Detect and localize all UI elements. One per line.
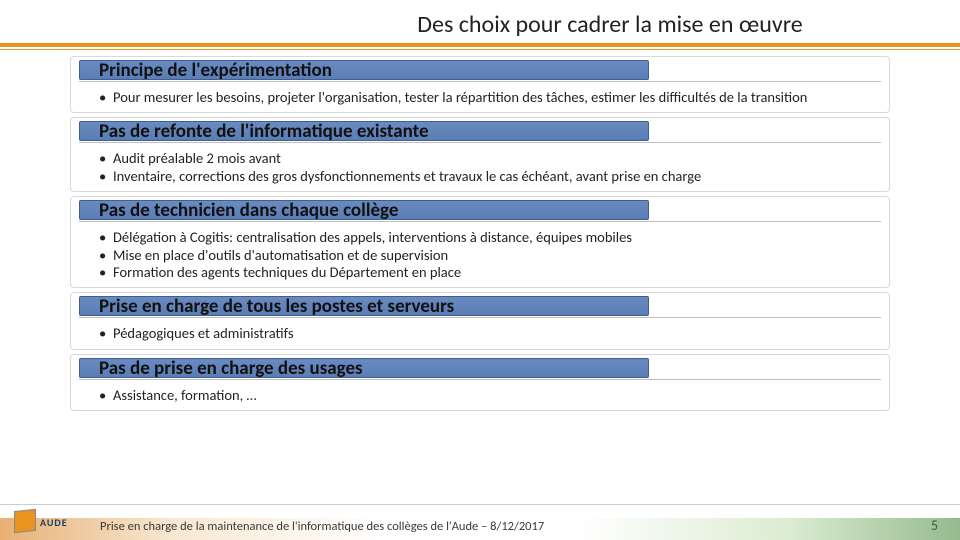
bullet-text: Pédagogiques et administratifs: [113, 325, 875, 342]
bullet-dot: •: [99, 89, 113, 106]
section-title: Principe de l'expérimentation: [99, 60, 332, 81]
footer: AUDE Prise en charge de la maintenance d…: [0, 504, 960, 540]
section-title: Pas de prise en charge des usages: [99, 358, 363, 379]
bullet-dot: •: [99, 387, 113, 404]
bullet-item: •Audit préalable 2 mois avant: [99, 150, 875, 167]
footer-rule: [0, 504, 960, 505]
title-rule-thick: [0, 43, 960, 47]
title-bar: Des choix pour cadrer la mise en œuvre: [0, 10, 960, 50]
section-header: Principe de l'expérimentation: [71, 57, 889, 85]
page-number: 5: [931, 517, 938, 534]
bullet-list: •Assistance, formation, …: [71, 383, 889, 410]
section-title: Prise en charge de tous les postes et se…: [99, 296, 454, 317]
slide-title: Des choix pour cadrer la mise en œuvre: [0, 10, 960, 39]
section-header: Pas de prise en charge des usages: [71, 355, 889, 383]
section: Principe de l'expérimentation •Pour mesur…: [70, 56, 890, 113]
bullet-item: •Formation des agents techniques du Dépa…: [99, 264, 875, 281]
bullet-list: •Pour mesurer les besoins, projeter l'or…: [71, 85, 889, 112]
bullet-text: Pour mesurer les besoins, projeter l'org…: [113, 89, 875, 106]
bullet-item: •Mise en place d'outils d'automatisation…: [99, 247, 875, 264]
footer-text: Prise en charge de la maintenance de l'i…: [100, 519, 544, 534]
bullet-list: •Pédagogiques et administratifs: [71, 321, 889, 348]
bullet-dot: •: [99, 264, 113, 281]
bullet-dot: •: [99, 247, 113, 264]
bullet-text: Mise en place d'outils d'automatisation …: [113, 247, 875, 264]
bullet-text: Assistance, formation, …: [113, 387, 875, 404]
section: Pas de prise en charge des usages •Assist…: [70, 354, 890, 411]
title-rule-thin: [0, 49, 960, 50]
section-header: Prise en charge de tous les postes et se…: [71, 293, 889, 321]
bullet-list: •Audit préalable 2 mois avant•Inventaire…: [71, 146, 889, 191]
bullet-text: Formation des agents techniques du Dépar…: [113, 264, 875, 281]
logo-icon: [14, 509, 36, 533]
slide: Des choix pour cadrer la mise en œuvre P…: [0, 0, 960, 540]
bullet-item: •Pédagogiques et administratifs: [99, 325, 875, 342]
section: Pas de refonte de l'informatique existan…: [70, 117, 890, 192]
bullet-dot: •: [99, 168, 113, 185]
section: Pas de technicien dans chaque collège•Dé…: [70, 196, 890, 288]
bullet-dot: •: [99, 229, 113, 246]
bullet-item: •Pour mesurer les besoins, projeter l'or…: [99, 89, 875, 106]
bullet-dot: •: [99, 150, 113, 167]
section-header: Pas de refonte de l'informatique existan…: [71, 118, 889, 146]
bullet-text: Inventaire, corrections des gros dysfonc…: [113, 168, 875, 185]
logo-text: AUDE: [40, 516, 68, 529]
bullet-text: Délégation à Cogitis: centralisation des…: [113, 229, 875, 246]
section: Prise en charge de tous les postes et se…: [70, 292, 890, 349]
logo: AUDE: [14, 514, 84, 534]
bullet-item: •Délégation à Cogitis: centralisation de…: [99, 229, 875, 246]
content-area: Principe de l'expérimentation•Pour mesur…: [70, 56, 890, 415]
bullet-text: Audit préalable 2 mois avant: [113, 150, 875, 167]
section-title: Pas de refonte de l'informatique existan…: [99, 121, 429, 142]
bullet-item: •Assistance, formation, …: [99, 387, 875, 404]
bullet-item: •Inventaire, corrections des gros dysfon…: [99, 168, 875, 185]
section-header: Pas de technicien dans chaque collège: [71, 197, 889, 225]
bullet-dot: •: [99, 325, 113, 342]
section-title: Pas de technicien dans chaque collège: [99, 200, 398, 221]
bullet-list: •Délégation à Cogitis: centralisation de…: [71, 225, 889, 287]
